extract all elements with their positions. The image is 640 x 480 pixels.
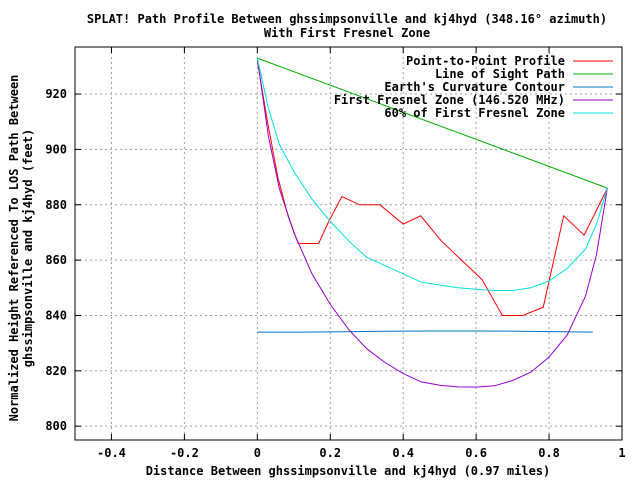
plot-frame xyxy=(74,46,623,441)
y-tick-label: 840 xyxy=(45,308,67,322)
series-line-3 xyxy=(257,330,593,333)
y-tick-label: 820 xyxy=(45,364,67,378)
x-tick-label: -0.4 xyxy=(97,446,126,460)
series-line-5 xyxy=(256,57,608,291)
chart-subtitle: With First Fresnel Zone xyxy=(264,26,430,40)
x-tick-label: 0.6 xyxy=(465,446,487,460)
x-tick-label: 0 xyxy=(254,446,261,460)
x-tick-label: 0.2 xyxy=(319,446,341,460)
y-axis-title-line1: Normalized Height Referenced To LOS Path… xyxy=(7,75,21,422)
legend-label: Line of Sight Path xyxy=(435,67,565,81)
y-tick-label: 920 xyxy=(45,87,67,101)
x-tick-label: -0.2 xyxy=(170,446,199,460)
y-tick-label: 860 xyxy=(45,253,67,267)
plot-series xyxy=(256,57,608,388)
legend-label: 60% of First Fresnel Zone xyxy=(384,106,565,120)
x-tick-label: 0.4 xyxy=(392,446,414,460)
axis-ticks: -0.4 -0.2 0 0.2 0.4 0.6 0.8 1 800 820 840 860 880 900… xyxy=(45,47,626,460)
legend-label: Earth's Curvature Contour xyxy=(384,80,565,94)
legend-label: First Fresnel Zone (146.520 MHz) xyxy=(334,93,565,107)
y-tick-label: 800 xyxy=(45,419,67,433)
y-tick-label: 900 xyxy=(45,142,67,156)
x-tick-label: 0.8 xyxy=(538,446,560,460)
series-line-4 xyxy=(256,58,608,388)
series-line-2 xyxy=(257,57,608,189)
legend-label: Point-to-Point Profile xyxy=(406,54,565,68)
chart-title: SPLAT! Path Profile Between ghssimpsonvi… xyxy=(87,12,607,26)
x-axis-title: Distance Between ghssimpsonville and kj4… xyxy=(146,464,551,478)
grid xyxy=(75,47,622,440)
y-tick-label: 880 xyxy=(45,198,67,212)
x-tick-label: 1 xyxy=(618,446,625,460)
y-axis-title-line2: ghssimpsonville and kj4hyd (feet) xyxy=(21,129,35,367)
